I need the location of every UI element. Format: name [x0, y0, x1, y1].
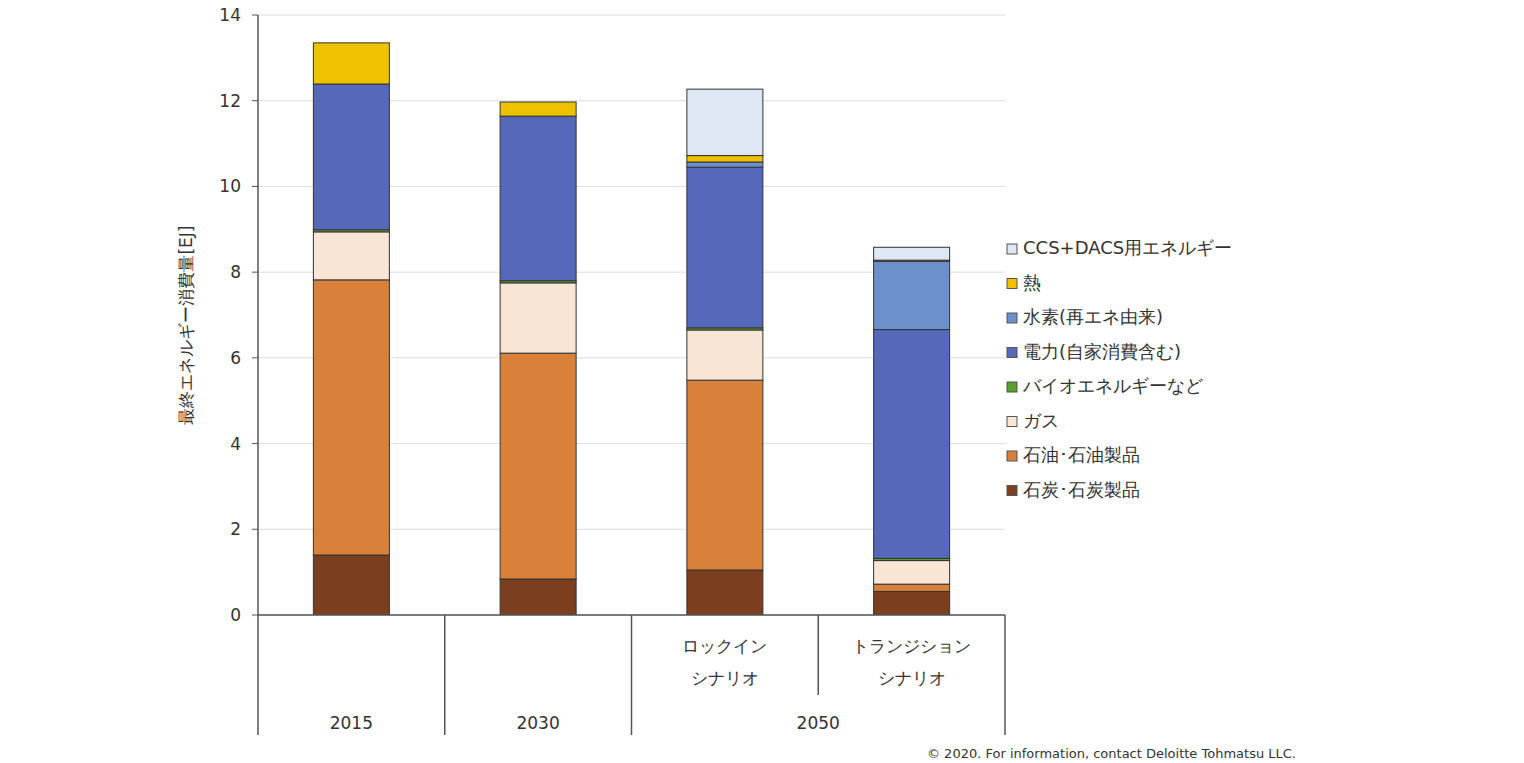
bar-segment	[500, 353, 576, 579]
bar-segment	[874, 261, 950, 329]
bar-segment	[874, 247, 950, 260]
y-tick-label: 14	[219, 5, 241, 25]
legend-label: 熱	[1023, 272, 1041, 293]
chart: 02468101214最終エネルギー消費量[EJ]ロックインシナリオトランジショ…	[0, 0, 1524, 763]
bar-segment	[687, 156, 763, 162]
legend: CCS+DACS用エネルギー熱水素(再エネ由来) 電力(自家消費含む) バイオエネル…	[1007, 237, 1232, 500]
bar-segment	[687, 89, 763, 155]
bar-segment	[313, 555, 389, 615]
legend-swatch	[1007, 417, 1017, 427]
group-separator	[1004, 615, 1006, 735]
bar-segment	[687, 330, 763, 380]
y-tick	[252, 186, 258, 187]
group-label: 2050	[797, 713, 840, 733]
bar-segment	[313, 84, 389, 230]
legend-label: 水素(再エネ由来)	[1023, 306, 1163, 327]
bar-segment	[313, 232, 389, 280]
legend-swatch	[1007, 348, 1017, 358]
category-label: ロックインシナリオ	[682, 636, 767, 688]
grid-line	[258, 15, 1005, 16]
y-tick-label: 10	[219, 176, 241, 196]
y-tick-label: 0	[230, 605, 241, 625]
bar-segment	[313, 280, 389, 555]
legend-swatch	[1007, 486, 1017, 496]
legend-label: 石炭･石炭製品	[1023, 479, 1140, 500]
legend-swatch	[1007, 451, 1017, 461]
category-label-line: シナリオ	[691, 668, 759, 688]
bar-segment	[313, 42, 389, 43]
bar-segment	[500, 102, 576, 103]
y-tick-label: 6	[230, 348, 241, 368]
bar-segment	[500, 116, 576, 281]
legend-label: バイオエネルギーなど	[1022, 375, 1203, 396]
bar-segment	[500, 283, 576, 353]
y-tick-label: 2	[230, 519, 241, 539]
y-tick	[252, 357, 258, 358]
group-separator	[631, 615, 633, 735]
bar-segment	[874, 591, 950, 615]
y-tick-label: 8	[230, 262, 241, 282]
legend-swatch	[1007, 279, 1017, 289]
y-tick	[252, 443, 258, 444]
y-tick	[252, 529, 258, 530]
bars	[313, 43, 949, 615]
y-tick-label: 12	[219, 91, 241, 111]
legend-label: CCS+DACS用エネルギー	[1023, 237, 1232, 258]
bar-segment	[687, 162, 763, 167]
y-tick	[252, 272, 258, 273]
group-separator	[444, 615, 446, 735]
legend-swatch	[1007, 244, 1017, 254]
legend-label: 電力(自家消費含む)	[1023, 341, 1181, 362]
bar-segment	[687, 167, 763, 328]
y-tick	[252, 15, 258, 16]
bar-segment	[874, 561, 950, 585]
bar-segment	[500, 579, 576, 615]
bar-segment	[687, 570, 763, 615]
legend-label: ガス	[1023, 410, 1059, 431]
bar-segment	[874, 330, 950, 559]
y-tick	[252, 615, 258, 616]
grid	[258, 15, 1005, 615]
y-axis-label: 最終エネルギー消費量[EJ]	[176, 225, 196, 424]
bar-segment	[500, 102, 576, 116]
category-label-line: トランジション	[852, 636, 971, 656]
group-label: 2015	[330, 713, 373, 733]
legend-swatch	[1007, 382, 1017, 392]
category-label-line: ロックイン	[682, 636, 767, 656]
y-axis-line	[257, 15, 259, 735]
category-label-line: シナリオ	[878, 668, 946, 688]
bar-segment	[874, 584, 950, 591]
group-label: 2030	[516, 713, 559, 733]
y-tick-label: 4	[230, 434, 241, 454]
legend-swatch	[1007, 313, 1017, 323]
copyright: © 2020. For information, contact Deloitt…	[927, 746, 1296, 761]
legend-label: 石油･石油製品	[1023, 444, 1140, 465]
bar-segment	[313, 43, 389, 84]
y-tick	[252, 100, 258, 101]
category-label: トランジションシナリオ	[852, 636, 971, 688]
category-separator	[818, 615, 820, 695]
bar-segment	[687, 380, 763, 570]
